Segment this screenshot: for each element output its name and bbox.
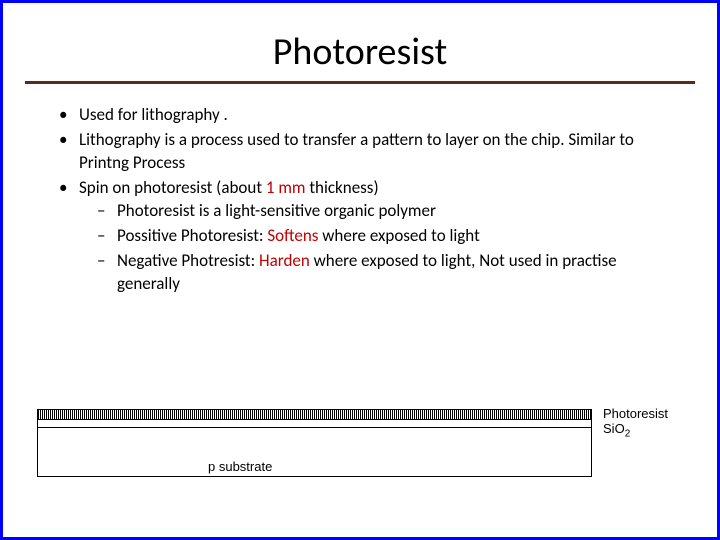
bullet-3: Spin on photoresist (about 1 mm thicknes… bbox=[59, 177, 677, 296]
photoresist-layer bbox=[38, 410, 591, 420]
bullet-text: Used for lithography . bbox=[79, 104, 228, 125]
bullet-text: thickness) bbox=[305, 177, 378, 198]
sub-bullet-3: Negative Photresist: Harden where expose… bbox=[97, 250, 677, 296]
sio2-post: 2 bbox=[625, 429, 631, 440]
bullet-1: Used for lithography . bbox=[59, 104, 677, 127]
layer-diagram: p substrate Photoresist SiO2 bbox=[37, 409, 689, 477]
slide-frame: Photoresist Used for lithography . Litho… bbox=[0, 0, 720, 540]
bullet-text: Lithography is a process used to transfe… bbox=[79, 129, 634, 173]
layer-stack: p substrate bbox=[37, 409, 592, 477]
highlight-text: 1 mm bbox=[266, 177, 306, 198]
sio2-pre: Si bbox=[603, 421, 615, 436]
substrate-label: p substrate bbox=[208, 459, 272, 474]
layer-labels-right: Photoresist SiO2 bbox=[603, 407, 668, 440]
sub-bullet-1: Photoresist is a light-sensitive organic… bbox=[97, 200, 677, 223]
sio2-label: SiO2 bbox=[603, 422, 668, 440]
highlight-text: Softens bbox=[267, 225, 318, 246]
sub-bullet-2: Possitive Photoresist: Softens where exp… bbox=[97, 225, 677, 248]
highlight-text: Harden bbox=[259, 250, 310, 271]
bullet-text: Negative Photresist: bbox=[117, 250, 259, 271]
bullet-text: Possitive Photoresist: bbox=[117, 225, 267, 246]
sio2-layer bbox=[38, 420, 591, 428]
bullet-text: Spin on photoresist (about bbox=[79, 177, 266, 198]
bullet-text: where exposed to light bbox=[318, 225, 479, 246]
photoresist-label: Photoresist bbox=[603, 407, 668, 422]
bullet-text: Photoresist is a light-sensitive organic… bbox=[117, 200, 436, 221]
bullet-2: Lithography is a process used to transfe… bbox=[59, 129, 677, 175]
sio2-sub: O bbox=[615, 421, 625, 436]
bullet-list: Used for lithography . Lithography is a … bbox=[3, 104, 717, 296]
title-underline bbox=[25, 81, 695, 84]
substrate-layer: p substrate bbox=[38, 428, 591, 476]
slide-title: Photoresist bbox=[3, 3, 717, 81]
